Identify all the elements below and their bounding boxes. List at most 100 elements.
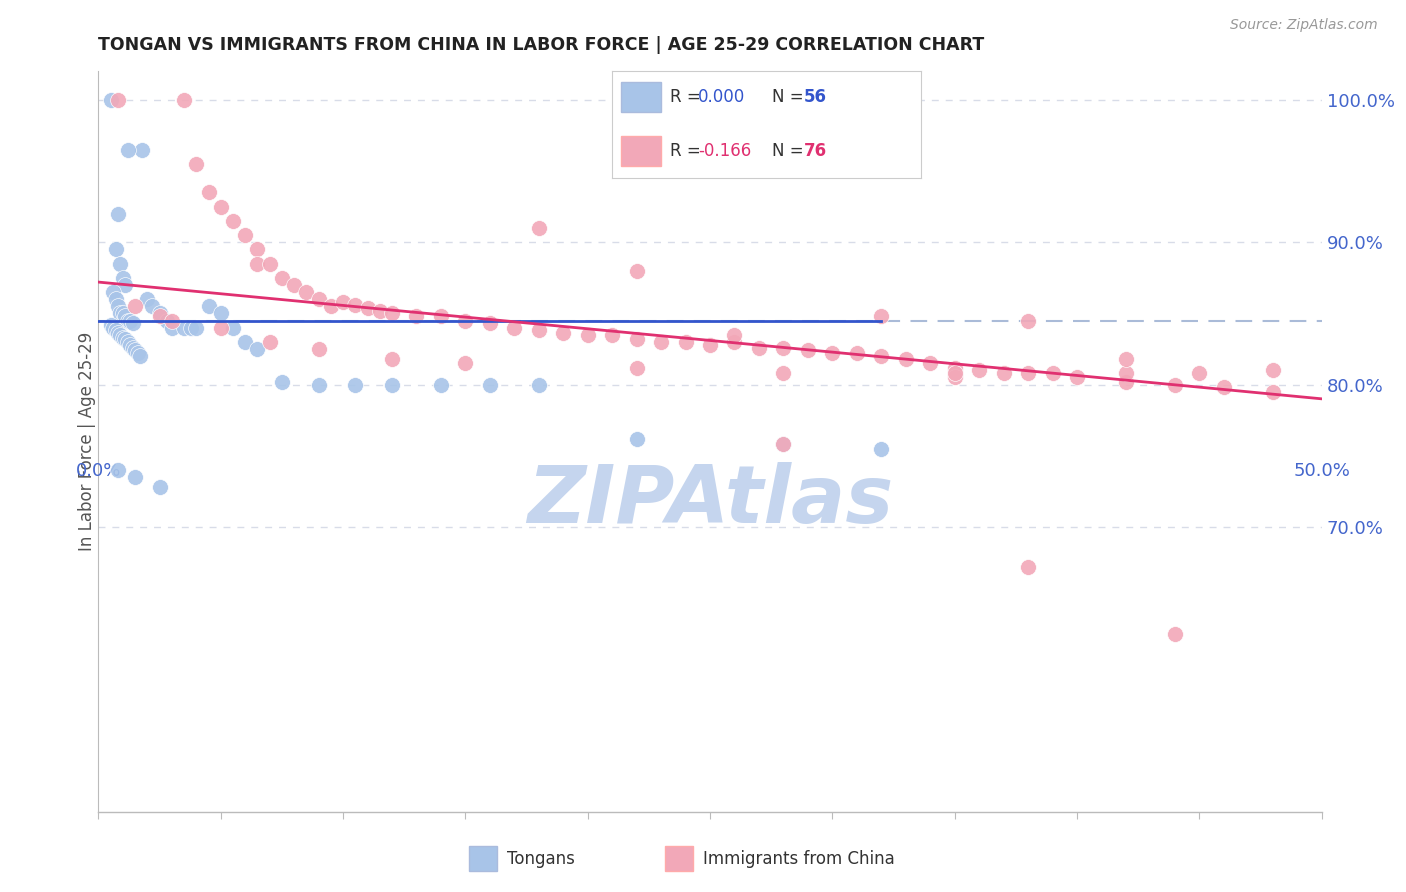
Point — [527, 377, 550, 392]
Point — [478, 317, 501, 331]
Bar — [468, 847, 498, 871]
Point — [650, 334, 672, 349]
Text: ZIPAtlas: ZIPAtlas — [527, 462, 893, 540]
Point — [117, 143, 139, 157]
Point — [111, 306, 134, 320]
Point — [107, 93, 129, 107]
Point — [107, 463, 129, 477]
Point — [319, 299, 342, 313]
Point — [233, 334, 256, 349]
Point — [723, 334, 745, 349]
Point — [454, 313, 477, 327]
Point — [454, 356, 477, 370]
Text: R =: R = — [671, 142, 706, 160]
Point — [1042, 366, 1064, 380]
Point — [553, 326, 575, 341]
Point — [943, 360, 966, 375]
Point — [101, 285, 124, 299]
Point — [246, 342, 269, 356]
Point — [149, 310, 172, 324]
Point — [821, 346, 844, 360]
Point — [1164, 377, 1187, 392]
Point — [209, 306, 232, 320]
Point — [160, 313, 183, 327]
Point — [1115, 366, 1137, 380]
Point — [160, 320, 183, 334]
Point — [209, 200, 232, 214]
Point — [107, 299, 129, 313]
Point — [626, 360, 648, 375]
Point — [772, 437, 794, 451]
Point — [626, 263, 648, 277]
Point — [381, 377, 404, 392]
Text: -0.166: -0.166 — [699, 142, 751, 160]
Point — [1261, 384, 1284, 399]
Point — [845, 346, 868, 360]
Text: Tongans: Tongans — [508, 849, 575, 868]
Text: TONGAN VS IMMIGRANTS FROM CHINA IN LABOR FORCE | AGE 25-29 CORRELATION CHART: TONGAN VS IMMIGRANTS FROM CHINA IN LABOR… — [98, 36, 984, 54]
Point — [527, 221, 550, 235]
Point — [772, 366, 794, 380]
Point — [368, 303, 391, 318]
Point — [222, 214, 245, 228]
Point — [246, 243, 269, 257]
Point — [1115, 351, 1137, 366]
Text: N =: N = — [772, 88, 810, 106]
Text: 76: 76 — [803, 142, 827, 160]
Point — [173, 320, 195, 334]
Point — [197, 299, 219, 313]
Point — [797, 343, 820, 358]
Point — [136, 292, 159, 306]
Point — [104, 243, 127, 257]
Point — [259, 334, 281, 349]
Text: 0.000: 0.000 — [699, 88, 745, 106]
Point — [1066, 370, 1088, 384]
Point — [381, 306, 404, 320]
Point — [100, 318, 122, 332]
Point — [124, 299, 146, 313]
Point — [772, 437, 794, 451]
Point — [259, 256, 281, 270]
Point — [405, 310, 427, 324]
Point — [626, 332, 648, 346]
Text: 0.0%: 0.0% — [76, 462, 121, 480]
Point — [748, 341, 770, 355]
Point — [117, 313, 139, 327]
Point — [430, 377, 453, 392]
Point — [107, 326, 129, 341]
Point — [356, 301, 378, 315]
Point — [344, 298, 367, 312]
Point — [120, 337, 142, 351]
Point — [576, 327, 599, 342]
Point — [308, 292, 330, 306]
Point — [111, 270, 134, 285]
Point — [870, 310, 893, 324]
Text: R =: R = — [671, 88, 706, 106]
Point — [129, 349, 152, 363]
Text: Source: ZipAtlas.com: Source: ZipAtlas.com — [1230, 18, 1378, 32]
Point — [100, 93, 122, 107]
Point — [233, 228, 256, 243]
Point — [1212, 380, 1234, 394]
Text: N =: N = — [772, 142, 810, 160]
Point — [870, 442, 893, 456]
Point — [503, 320, 526, 334]
Point — [114, 310, 136, 324]
Point — [1017, 559, 1039, 574]
Text: 50.0%: 50.0% — [1294, 462, 1350, 480]
Point — [114, 277, 136, 292]
Point — [430, 310, 453, 324]
Point — [344, 377, 367, 392]
Point — [149, 306, 172, 320]
Point — [270, 375, 294, 389]
Point — [104, 292, 127, 306]
Point — [114, 332, 136, 346]
Point — [117, 334, 139, 349]
Point — [173, 93, 195, 107]
Point — [127, 346, 149, 360]
Point — [993, 366, 1015, 380]
Point — [527, 324, 550, 338]
Y-axis label: In Labor Force | Age 25-29: In Labor Force | Age 25-29 — [79, 332, 96, 551]
Point — [723, 327, 745, 342]
Point — [197, 186, 219, 200]
